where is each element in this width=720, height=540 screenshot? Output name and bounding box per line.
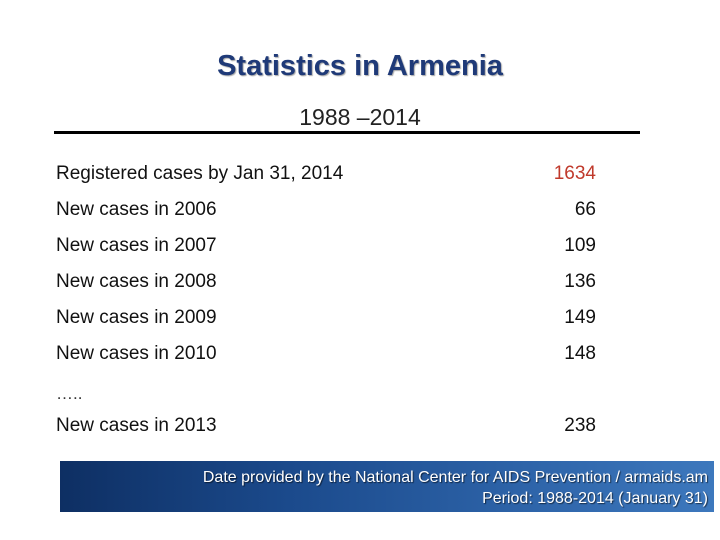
source-credit-text: Date provided by the National Center for… bbox=[202, 469, 708, 486]
stat-value: 238 bbox=[564, 415, 596, 436]
stat-row-2006: New cases in 2006 66 bbox=[56, 199, 596, 225]
source-period-text: Period: 1988-2014 (January 31) bbox=[482, 490, 708, 507]
stat-value: 109 bbox=[564, 235, 596, 256]
stat-row-2009: New cases in 2009 149 bbox=[56, 307, 596, 333]
stat-label: New cases in 2006 bbox=[56, 199, 217, 220]
stat-row-2008: New cases in 2008 136 bbox=[56, 271, 596, 297]
stat-value: 148 bbox=[564, 343, 596, 364]
stat-value: 149 bbox=[564, 307, 596, 328]
stat-value: 66 bbox=[574, 199, 596, 220]
stat-label: New cases in 2009 bbox=[56, 307, 217, 328]
stat-label: New cases in 2007 bbox=[56, 235, 217, 256]
stat-row-2013: New cases in 2013 238 bbox=[56, 415, 596, 441]
stat-label: New cases in 2008 bbox=[56, 271, 217, 292]
slide-subtitle: 1988 –2014 bbox=[299, 104, 421, 130]
stat-label: New cases in 2013 bbox=[56, 415, 217, 436]
stat-row-2007: New cases in 2007 109 bbox=[56, 235, 596, 261]
stat-label: New cases in 2010 bbox=[56, 343, 217, 364]
stat-value: 136 bbox=[564, 271, 596, 292]
omitted-rows-ellipsis: ….. bbox=[56, 384, 83, 403]
stat-row-registered: Registered cases by Jan 31, 2014 1634 bbox=[56, 163, 596, 189]
stat-row-2010: New cases in 2010 148 bbox=[56, 343, 596, 369]
slide-title: Statistics in Armenia bbox=[217, 50, 503, 82]
stat-label: Registered cases by Jan 31, 2014 bbox=[56, 163, 344, 184]
stat-value: 1634 bbox=[553, 163, 596, 184]
divider-line bbox=[54, 131, 640, 134]
source-footer-band: Date provided by the National Center for… bbox=[60, 461, 714, 512]
